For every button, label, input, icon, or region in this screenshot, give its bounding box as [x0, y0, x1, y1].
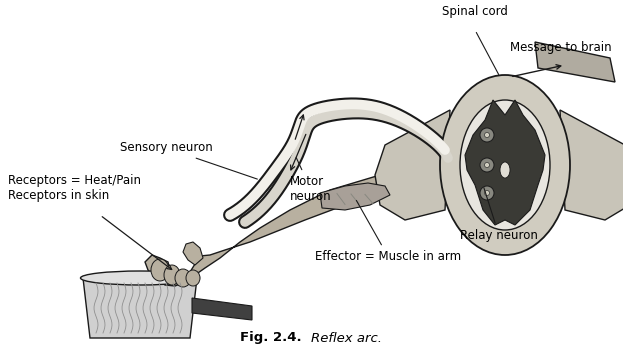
Polygon shape [535, 42, 615, 82]
Circle shape [485, 190, 490, 195]
Text: Effector = Muscle in arm: Effector = Muscle in arm [315, 200, 461, 263]
Circle shape [480, 186, 494, 200]
Polygon shape [560, 110, 623, 220]
Text: Receptors = Heat/Pain
Receptors in skin: Receptors = Heat/Pain Receptors in skin [8, 174, 141, 202]
Circle shape [485, 163, 490, 168]
Ellipse shape [500, 162, 510, 178]
Ellipse shape [151, 259, 169, 281]
Ellipse shape [80, 271, 199, 285]
Circle shape [480, 158, 494, 172]
Polygon shape [320, 183, 390, 210]
Text: Spinal cord: Spinal cord [442, 5, 508, 18]
Ellipse shape [460, 100, 550, 230]
Text: Sensory neuron: Sensory neuron [120, 142, 257, 179]
Polygon shape [183, 242, 203, 265]
Polygon shape [83, 278, 197, 338]
Polygon shape [145, 160, 435, 286]
Text: Relay neuron: Relay neuron [460, 188, 538, 241]
Ellipse shape [186, 270, 200, 286]
Polygon shape [465, 100, 545, 225]
Polygon shape [375, 110, 450, 220]
Circle shape [485, 132, 490, 138]
Text: Motor
neuron: Motor neuron [290, 157, 331, 203]
Text: Fig. 2.4.: Fig. 2.4. [240, 332, 311, 345]
Text: Message to brain: Message to brain [510, 42, 612, 55]
Circle shape [480, 128, 494, 142]
Polygon shape [192, 298, 252, 320]
Ellipse shape [175, 269, 191, 287]
Ellipse shape [164, 265, 180, 285]
Text: Reflex arc.: Reflex arc. [311, 332, 382, 345]
Ellipse shape [440, 75, 570, 255]
